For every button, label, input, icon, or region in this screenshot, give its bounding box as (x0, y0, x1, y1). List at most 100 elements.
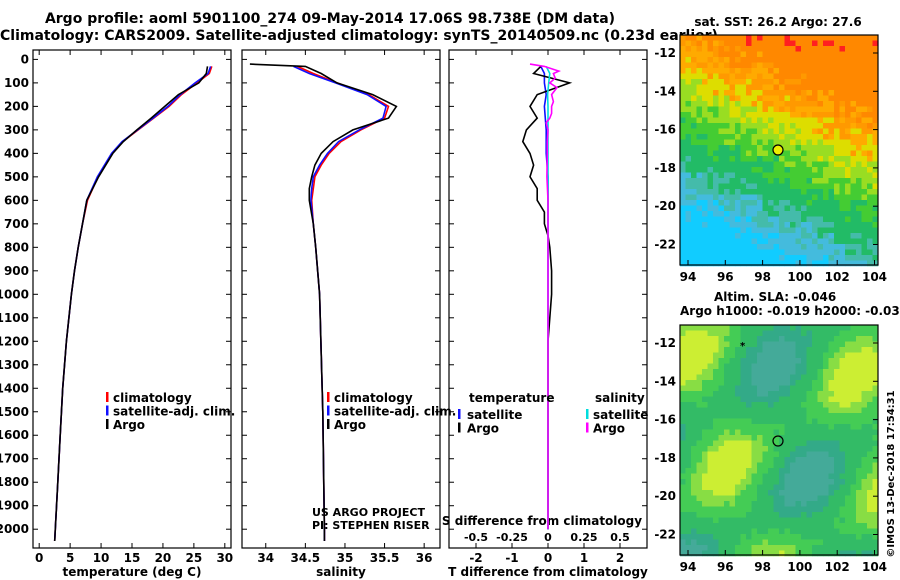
map-cell (790, 413, 796, 419)
map-cell (861, 178, 868, 184)
map-cell (685, 51, 692, 58)
map-cell (707, 534, 714, 540)
map-cell (696, 429, 703, 436)
map-cell (751, 446, 758, 452)
map-cell (828, 380, 835, 386)
map-cell (784, 391, 791, 397)
map-cell (784, 473, 791, 480)
map-cell (729, 211, 736, 217)
map-cell (757, 178, 763, 184)
map-cell (696, 139, 703, 146)
map-cell (757, 249, 763, 256)
map-cell (751, 150, 758, 157)
map-cell (746, 380, 752, 386)
map-cell (801, 216, 807, 223)
map-cell (702, 347, 708, 353)
map-cell (718, 156, 725, 162)
map-cell (729, 358, 736, 364)
map-cell (707, 40, 714, 47)
map-cell (867, 205, 873, 212)
map-cell (691, 407, 697, 414)
map-cell (823, 495, 829, 502)
map-cell (713, 501, 719, 507)
map-cell (812, 352, 818, 359)
legend-label: Argo (593, 422, 625, 436)
map-cell (718, 211, 725, 217)
map-cell (828, 35, 835, 41)
map-cell (768, 233, 774, 239)
map-cell (812, 336, 818, 342)
map-cell (828, 391, 835, 397)
map-cell (768, 352, 774, 359)
map-cell (691, 396, 697, 403)
map-cell (790, 341, 796, 348)
map-cell (817, 517, 824, 524)
map-cell (696, 440, 703, 447)
map-cell (839, 101, 846, 107)
map-cell (685, 167, 692, 173)
map-cell (746, 358, 752, 364)
map-cell (713, 73, 719, 80)
map-cell (861, 117, 868, 124)
map-cell (806, 183, 813, 190)
map-cell (872, 68, 879, 74)
map-x-tick-label: 96 (717, 270, 734, 284)
map-cell (845, 73, 851, 80)
map-cell (806, 112, 813, 118)
map-cell (707, 260, 714, 267)
map-cell (784, 462, 791, 469)
map-cell (740, 429, 747, 436)
map-cell (751, 523, 758, 529)
map-cell (735, 528, 741, 535)
map-cell (839, 112, 846, 118)
map-cell (806, 341, 813, 348)
map-cell (856, 545, 862, 551)
map-cell (735, 73, 741, 80)
map-cell (729, 457, 736, 463)
map-cell (713, 84, 719, 91)
map-cell (702, 51, 708, 58)
map-cell (680, 222, 686, 228)
map-cell (746, 95, 752, 102)
map-cell (850, 363, 857, 370)
map-cell (817, 446, 824, 452)
map-cell (691, 341, 697, 348)
map-cell (806, 73, 813, 80)
map-cell (707, 330, 714, 337)
map-cell (817, 62, 824, 69)
map-cell (773, 440, 780, 447)
map-cell (757, 150, 763, 157)
map-cell (834, 73, 840, 80)
map-cell (718, 539, 725, 546)
map-cell (740, 369, 747, 375)
map-cell (784, 407, 791, 414)
map-cell (691, 90, 697, 96)
map-cell (779, 528, 785, 535)
map-cell (680, 407, 686, 414)
map-cell (735, 205, 741, 212)
map-cell (735, 35, 741, 41)
map-cell (740, 396, 747, 403)
map-cell (751, 227, 758, 234)
map-cell (729, 336, 736, 342)
map-cell (751, 167, 758, 173)
map-cell (823, 161, 829, 168)
map-cell (773, 358, 780, 364)
map-cell (850, 512, 857, 518)
map-cell (850, 517, 857, 524)
map-cell (707, 374, 714, 381)
map-cell (856, 347, 862, 353)
map-cell (795, 46, 802, 52)
map-cell (762, 528, 769, 535)
map-cell (828, 545, 835, 551)
map-cell (740, 200, 747, 206)
map-cell (702, 358, 708, 364)
map-cell (784, 150, 791, 157)
map-cell (817, 145, 824, 151)
map-cell (823, 347, 829, 353)
map-cell (702, 534, 708, 540)
map-cell (845, 330, 851, 337)
map-cell (751, 512, 758, 518)
map-cell (707, 238, 714, 245)
map-cell (735, 506, 741, 513)
